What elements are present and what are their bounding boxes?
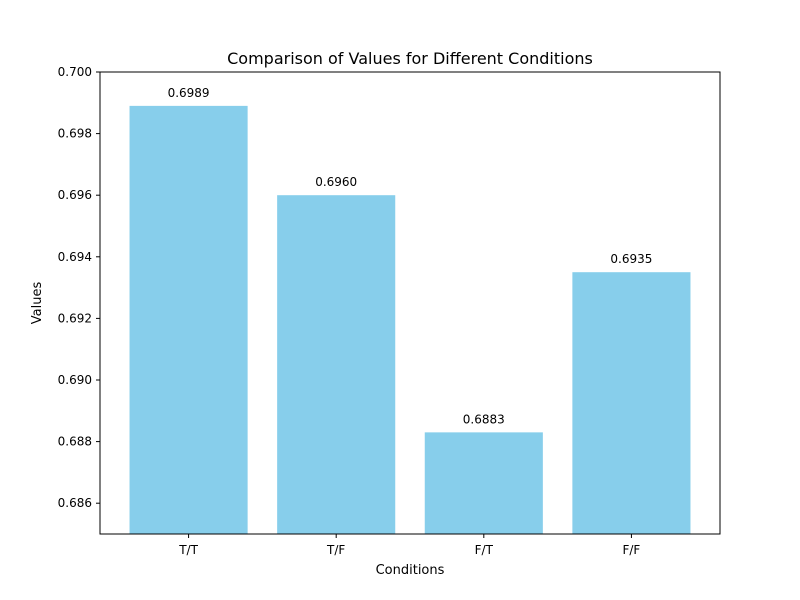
- bars-group: [129, 105, 691, 534]
- y-axis-label: Values: [30, 282, 45, 325]
- x-tick-label: F/T: [475, 543, 494, 557]
- data-label: 0.6935: [610, 252, 652, 266]
- y-tick-label: 0.688: [58, 435, 92, 449]
- y-tick-label: 0.698: [58, 127, 92, 141]
- bar-f-f: [572, 272, 691, 534]
- bar-t-f: [277, 195, 396, 534]
- x-tick-label: F/F: [622, 543, 640, 557]
- y-tick-label: 0.692: [58, 311, 92, 325]
- x-axis-label: Conditions: [376, 563, 445, 578]
- plot-frame: [99, 71, 721, 535]
- x-axis: T/T T/F F/T F/F: [178, 534, 640, 557]
- bar-f-t: [424, 432, 543, 534]
- y-tick-label: 0.694: [58, 250, 92, 264]
- x-tick-label: T/T: [178, 543, 198, 557]
- data-label: 0.6883: [463, 412, 505, 426]
- y-tick-label: 0.686: [58, 496, 92, 510]
- chart-title: Comparison of Values for Different Condi…: [227, 49, 593, 68]
- data-label: 0.6989: [168, 86, 210, 100]
- y-tick-label: 0.696: [58, 188, 92, 202]
- data-labels-group: 0.6989 0.6960 0.6883 0.6935: [168, 86, 653, 426]
- y-axis: 0.686 0.688 0.690 0.692 0.694 0.696 0.698 0.700: [58, 65, 100, 510]
- x-tick-label: T/F: [326, 543, 345, 557]
- y-tick-label: 0.690: [58, 373, 92, 387]
- data-label: 0.6960: [315, 175, 357, 189]
- bar-t-t: [129, 105, 248, 534]
- y-tick-label: 0.700: [58, 65, 92, 79]
